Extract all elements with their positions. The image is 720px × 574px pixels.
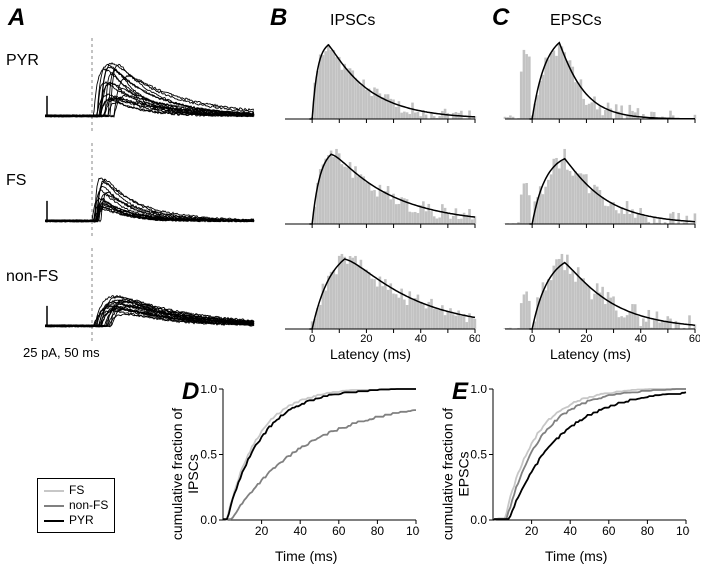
svg-text:0.5: 0.5 xyxy=(200,448,217,462)
traces-nonfs xyxy=(45,248,255,343)
hist-epsc-pyr xyxy=(500,38,700,133)
svg-text:40: 40 xyxy=(294,524,308,538)
latency-x-c: Latency (ms) xyxy=(550,346,631,362)
svg-text:20: 20 xyxy=(360,333,372,343)
svg-text:20: 20 xyxy=(525,524,539,538)
svg-text:1.0: 1.0 xyxy=(470,385,487,396)
svg-text:100: 100 xyxy=(406,524,420,538)
legend-label: non-FS xyxy=(69,498,108,513)
svg-text:20: 20 xyxy=(580,333,592,343)
ylabel-d: cumulative fraction of IPSCs xyxy=(169,389,201,559)
hist-ipsc-fs xyxy=(280,143,480,238)
legend-item-nonfs: non-FS xyxy=(44,498,108,513)
svg-text:40: 40 xyxy=(564,524,578,538)
row-fs-label: FS xyxy=(6,172,26,190)
svg-text:1.0: 1.0 xyxy=(200,385,217,396)
svg-text:80: 80 xyxy=(371,524,385,538)
epscs-title: EPSCs xyxy=(550,12,602,30)
svg-text:40: 40 xyxy=(415,333,427,343)
svg-text:20: 20 xyxy=(255,524,269,538)
svg-text:0.0: 0.0 xyxy=(470,513,487,527)
legend-item-fs: FS xyxy=(44,483,108,498)
hist-epsc-nonfs: 0 20 40 60 xyxy=(500,248,700,343)
legend-label: PYR xyxy=(69,513,94,528)
svg-text:0.0: 0.0 xyxy=(200,513,217,527)
svg-text:60: 60 xyxy=(602,524,616,538)
svg-text:60: 60 xyxy=(469,333,480,343)
latency-x-b: Latency (ms) xyxy=(330,346,411,362)
traces-fs xyxy=(45,143,255,238)
panel-c-label: C xyxy=(492,4,509,32)
svg-text:0.5: 0.5 xyxy=(470,448,487,462)
hist-ipsc-pyr xyxy=(280,38,480,133)
legend-label: FS xyxy=(69,483,84,498)
legend: FS non-FS PYR xyxy=(37,478,115,533)
traces-pyr xyxy=(45,38,255,133)
scale-bar-text: 25 pA, 50 ms xyxy=(23,345,100,360)
legend-item-pyr: PYR xyxy=(44,513,108,528)
svg-text:40: 40 xyxy=(635,333,647,343)
panel-a-label: A xyxy=(8,4,25,32)
ylabel-e: cumulative fraction of EPSCs xyxy=(440,387,472,562)
xlabel-e: Time (ms) xyxy=(545,548,607,564)
cdf-ipsc: 20 40 60 80 100 0.0 0.5 1.0 xyxy=(195,385,420,560)
svg-text:60: 60 xyxy=(332,524,346,538)
panel-b-label: B xyxy=(270,4,287,32)
svg-text:100: 100 xyxy=(676,524,690,538)
xlabel-d: Time (ms) xyxy=(275,548,337,564)
hist-ipsc-nonfs: 0 20 40 60 xyxy=(280,248,480,343)
row-pyr-label: PYR xyxy=(6,52,39,70)
svg-text:80: 80 xyxy=(641,524,655,538)
svg-text:0: 0 xyxy=(529,333,535,343)
svg-text:60: 60 xyxy=(689,333,700,343)
cdf-epsc: 20 40 60 80 100 0.0 0.5 1.0 xyxy=(465,385,690,560)
ipscs-title: IPSCs xyxy=(330,12,375,30)
hist-epsc-fs xyxy=(500,143,700,238)
svg-text:0: 0 xyxy=(309,333,315,343)
